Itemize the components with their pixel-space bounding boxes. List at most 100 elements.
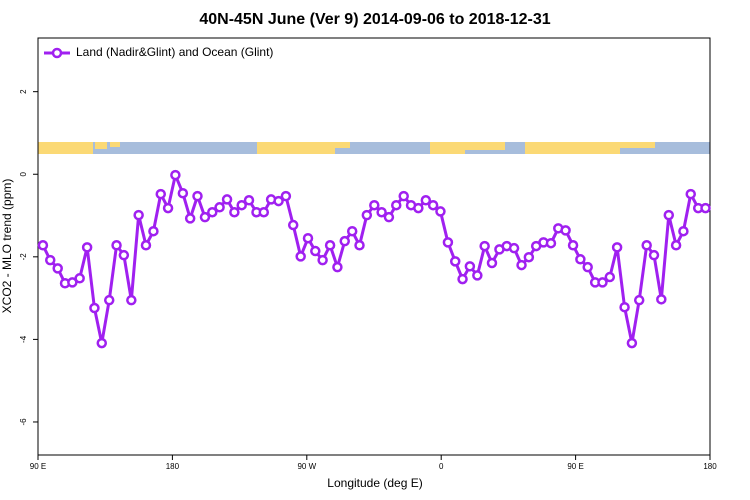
data-point — [148, 225, 159, 237]
data-point — [420, 195, 432, 206]
data-point — [111, 240, 122, 251]
data-point — [133, 209, 144, 221]
data-point — [302, 232, 314, 244]
data-point — [398, 190, 409, 202]
x-tick-label: 90 W — [297, 462, 316, 471]
x-tick-label: 180 — [703, 462, 717, 471]
land-band — [430, 142, 465, 154]
land-band — [465, 142, 505, 150]
data-point — [619, 301, 630, 313]
x-tick-label: 180 — [166, 462, 180, 471]
land-band — [38, 142, 93, 154]
legend-label: Land (Nadir&Glint) and Ocean (Glint) — [76, 45, 273, 59]
data-point — [170, 169, 181, 181]
data-point — [229, 206, 240, 218]
data-point — [44, 254, 56, 266]
data-point — [287, 219, 299, 231]
data-point — [413, 202, 424, 214]
data-point — [162, 202, 174, 214]
data-point — [567, 240, 579, 251]
data-point — [678, 225, 689, 237]
data-point — [332, 261, 343, 273]
legend-marker — [51, 47, 63, 59]
data-point — [545, 237, 557, 249]
data-point — [74, 273, 85, 284]
data-point — [457, 273, 468, 285]
x-tick-label: 90 E — [30, 462, 46, 471]
data-point — [346, 225, 358, 237]
data-point — [575, 254, 586, 265]
land-band — [620, 142, 655, 148]
data-point — [442, 237, 454, 248]
data-point — [391, 199, 402, 211]
data-point — [508, 242, 520, 254]
land-band — [525, 142, 620, 154]
data-point — [641, 240, 652, 251]
data-point — [472, 270, 483, 281]
data-point — [214, 202, 225, 213]
data-point — [604, 271, 616, 283]
data-point — [67, 277, 78, 288]
data-point — [464, 261, 476, 272]
data-point — [479, 240, 490, 252]
data-point — [52, 263, 63, 274]
land-band — [257, 142, 335, 154]
data-point — [243, 195, 255, 206]
data-point — [317, 254, 328, 266]
land-band — [95, 142, 107, 149]
land-ocean-strip — [38, 142, 710, 154]
data-point — [207, 206, 218, 218]
data-point — [633, 294, 645, 306]
data-point — [685, 188, 696, 200]
data-point — [435, 206, 446, 217]
data-point — [339, 235, 350, 247]
y-tick-label: 2 — [19, 89, 28, 94]
data-point — [140, 240, 152, 251]
data-point — [560, 225, 571, 236]
data-point — [486, 257, 498, 269]
data-point — [258, 206, 270, 218]
data-point — [199, 211, 211, 223]
data-point — [324, 240, 336, 251]
data-point — [221, 194, 233, 205]
data-point — [354, 240, 365, 251]
data-point — [369, 199, 380, 211]
data-point — [656, 294, 667, 305]
x-tick-label: 0 — [439, 462, 444, 471]
data-point — [523, 251, 535, 263]
y-tick-label: -6 — [19, 418, 28, 426]
y-axis-label: XCO2 - MLO trend (ppm) — [0, 179, 14, 314]
data-point — [103, 294, 115, 306]
y-tick-label: -4 — [19, 335, 28, 343]
data-point — [376, 206, 387, 218]
data-point — [81, 242, 93, 253]
data-point — [310, 245, 321, 257]
data-point — [273, 195, 284, 207]
data-point — [37, 240, 49, 251]
data-point — [663, 209, 675, 221]
data-point — [177, 187, 189, 199]
land-band — [335, 142, 350, 148]
data-point — [126, 294, 137, 306]
x-axis-label: Longitude (deg E) — [327, 476, 422, 490]
data-point — [597, 277, 608, 288]
data-point — [96, 337, 108, 349]
data-point — [192, 190, 203, 202]
data-point — [295, 251, 306, 262]
data-point — [700, 202, 711, 214]
data-point — [611, 242, 623, 253]
data-point — [89, 302, 100, 314]
data-point — [427, 199, 439, 211]
data-point — [361, 209, 373, 221]
y-tick-label: 0 — [19, 171, 28, 176]
data-point — [236, 199, 247, 211]
data-point — [670, 240, 682, 251]
data-point — [184, 213, 196, 224]
data-point — [383, 211, 395, 223]
data-point — [449, 256, 461, 267]
data-point — [516, 259, 527, 271]
data-point — [648, 249, 660, 261]
